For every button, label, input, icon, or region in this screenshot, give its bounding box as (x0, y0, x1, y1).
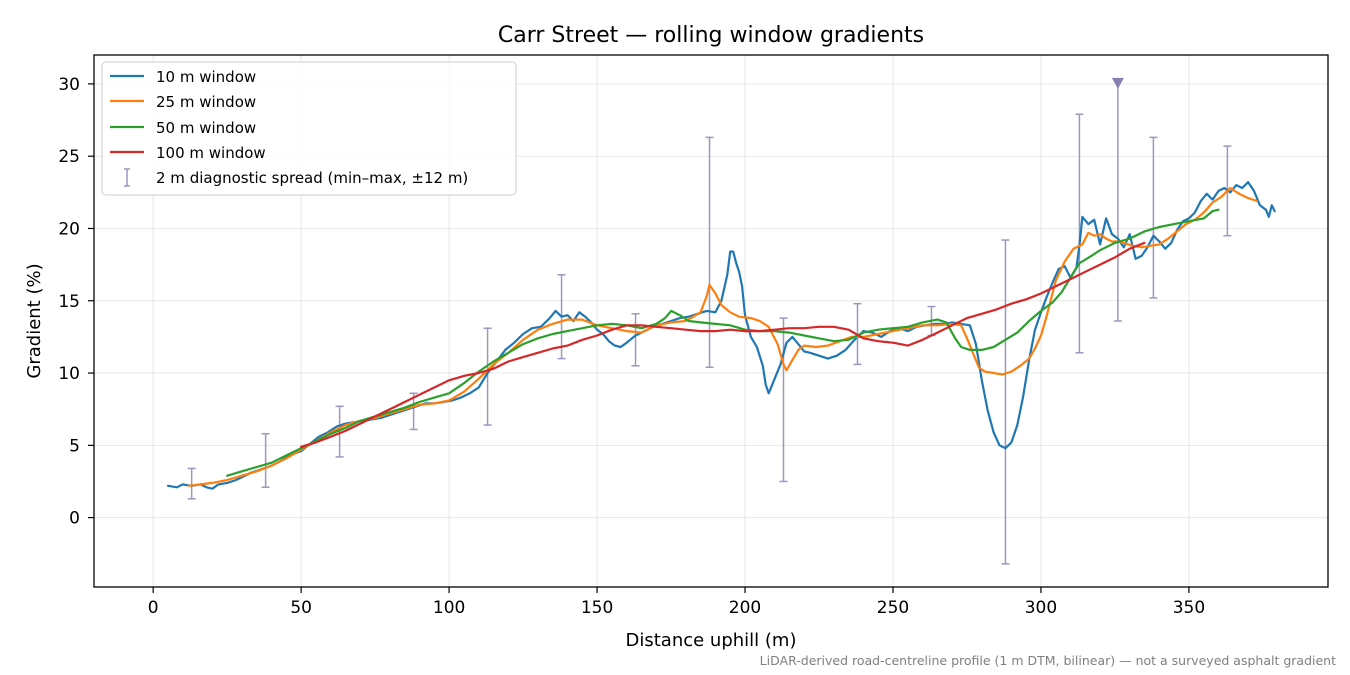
y-axis-ticks: 0 5 10 15 20 25 30 (58, 75, 94, 529)
error-bar (1111, 77, 1124, 322)
x-tick-label: 250 (877, 598, 909, 618)
x-tick-label: 50 (290, 598, 312, 618)
y-tick-label: 15 (58, 292, 80, 312)
error-bar (631, 313, 640, 367)
error-bar (261, 433, 270, 488)
error-bar (1075, 113, 1084, 354)
y-tick-label: 5 (69, 436, 80, 456)
plot-frame (93, 54, 1329, 588)
y-tick-label: 30 (58, 75, 80, 95)
legend-label-25m: 25 m window (156, 93, 256, 111)
series-line-0 (166, 181, 1276, 490)
legend-box (101, 61, 517, 196)
chart-title: Carr Street — rolling window gradients (498, 23, 924, 48)
x-tick-label: 300 (1025, 598, 1057, 618)
error-bar (187, 467, 196, 500)
y-axis-label: Gradient (%) (24, 263, 45, 378)
footnote: LiDAR-derived road-centreline profile (1… (760, 653, 1336, 668)
error-bar (483, 327, 492, 426)
x-tick-label: 150 (581, 598, 613, 618)
series-line-3 (300, 241, 1146, 448)
x-tick-label: 0 (148, 598, 159, 618)
x-axis-label: Distance uphill (m) (626, 630, 797, 651)
x-tick-label: 100 (433, 598, 465, 618)
legend-label-10m: 10 m window (156, 68, 256, 86)
error-bar (335, 405, 344, 458)
clipped-marker (1111, 77, 1124, 89)
legend-label-100m: 100 m window (156, 144, 266, 162)
error-bar (705, 136, 714, 369)
error-bar (1149, 136, 1158, 299)
legend-swatch-errorbar (124, 168, 130, 187)
error-bars (187, 77, 1232, 565)
x-axis-ticks: 0 50 100 150 200 250 300 350 (148, 587, 1205, 618)
series-lines (166, 181, 1276, 490)
legend-label-errorbar: 2 m diagnostic spread (min–max, ±12 m) (156, 169, 468, 187)
legend-label-50m: 50 m window (156, 119, 256, 137)
x-tick-label: 350 (1173, 598, 1205, 618)
y-tick-label: 25 (58, 147, 80, 167)
x-tick-label: 200 (729, 598, 761, 618)
error-bar (409, 392, 418, 431)
series-line-1 (187, 186, 1259, 487)
error-bar (1001, 239, 1010, 565)
y-tick-label: 10 (58, 364, 80, 384)
y-tick-label: 20 (58, 219, 80, 239)
y-tick-label: 0 (69, 509, 80, 529)
legend: 10 m window 25 m window 50 m window 100 … (101, 61, 517, 196)
error-bar (779, 317, 788, 483)
